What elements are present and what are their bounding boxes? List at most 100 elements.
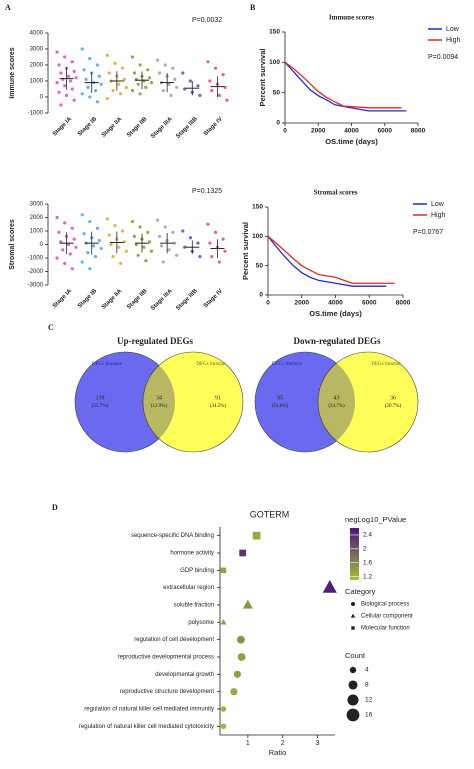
point — [113, 61, 117, 65]
dot — [236, 635, 245, 644]
dot — [220, 723, 227, 730]
y-tick-label: 2000 — [30, 63, 44, 69]
y-tick-label: 1000 — [30, 229, 44, 235]
set-label: DEGs Immune — [92, 362, 123, 367]
point — [225, 98, 229, 102]
point — [107, 71, 111, 75]
legend-title: negLog10_PValue — [345, 515, 406, 524]
dot — [220, 619, 227, 625]
x-axis-label: Ratio — [269, 748, 287, 757]
survival-curve — [267, 235, 395, 284]
point — [122, 77, 127, 81]
point — [223, 249, 227, 253]
point — [183, 245, 187, 249]
y-tick-label: 3000 — [30, 202, 44, 208]
legend-label: Low — [431, 201, 445, 208]
x-tick-label: 2000 — [311, 128, 326, 135]
legend-label: 4 — [365, 667, 369, 674]
x-tick-label: Stage IIA — [101, 116, 124, 139]
survival-curve — [267, 235, 387, 287]
point — [92, 244, 96, 248]
size-symbol — [348, 680, 358, 690]
y-tick-label: polysome — [188, 620, 214, 626]
point — [120, 229, 125, 233]
point — [68, 252, 72, 256]
axes — [219, 527, 335, 736]
axes — [284, 32, 418, 124]
annotation: P=0.1325 — [192, 188, 222, 195]
point — [221, 237, 225, 241]
y-tick-label: regulation of natural killer cell mediat… — [79, 724, 214, 730]
point — [210, 255, 214, 259]
point — [72, 98, 76, 102]
point — [57, 230, 61, 234]
y-tick-label: 2000 — [30, 215, 44, 221]
region-count: 95 — [277, 395, 283, 401]
point — [105, 217, 109, 221]
y-tick-label: sequence-specific DNA binding — [131, 533, 214, 539]
point — [72, 69, 76, 73]
dot — [242, 599, 253, 609]
dot — [322, 579, 337, 593]
x-axis-label: OS.time (days) — [309, 309, 362, 318]
point — [63, 261, 67, 265]
point — [105, 97, 109, 101]
y-tick-label: 150 — [252, 204, 263, 211]
y-axis-label: Immune scores — [9, 47, 16, 98]
legend-title: Category — [345, 587, 376, 596]
legend-symbol — [350, 613, 356, 618]
point — [138, 225, 142, 229]
point — [70, 267, 74, 271]
dot — [220, 567, 227, 574]
point — [206, 60, 210, 64]
point — [80, 47, 84, 51]
chart-title: Down-regulated DEGs — [293, 336, 381, 346]
point — [144, 259, 148, 263]
x-tick-label: 0 — [283, 128, 287, 135]
point — [213, 66, 218, 70]
x-tick-label: 4000 — [344, 128, 359, 135]
point — [120, 66, 125, 70]
point — [64, 93, 69, 97]
region-count: 91 — [215, 395, 221, 401]
region-count: 43 — [334, 395, 340, 401]
set-label: DEGs Stromal — [196, 362, 226, 367]
point — [80, 92, 84, 96]
x-tick-label: Stage IIIB — [175, 288, 199, 312]
x-tick-label: Stage IV — [203, 116, 224, 137]
x-tick-label: 0 — [266, 300, 270, 307]
panel-label: C — [48, 323, 54, 332]
legend-label: 16 — [365, 712, 373, 719]
point — [134, 242, 138, 247]
point — [119, 92, 123, 96]
axes — [267, 207, 403, 296]
x-tick-label: Stage IA — [52, 116, 74, 138]
overlap — [317, 352, 355, 452]
point — [82, 68, 86, 72]
y-tick-label: soluble fraction — [174, 603, 214, 609]
point — [55, 50, 59, 54]
legend-label: Cellular component — [361, 614, 413, 620]
point — [149, 81, 154, 85]
point — [72, 237, 76, 241]
point — [95, 63, 100, 67]
point — [97, 238, 101, 243]
dot — [220, 706, 227, 712]
y-axis-label: Stromal scores — [9, 219, 16, 270]
y-tick-label: 100 — [269, 59, 280, 66]
chart-title: GOTERM — [250, 509, 290, 519]
point — [95, 100, 100, 104]
point — [138, 63, 142, 67]
point — [80, 260, 84, 264]
point — [136, 82, 140, 86]
point — [196, 84, 200, 88]
point — [124, 249, 128, 253]
point — [208, 241, 212, 245]
region-percent: (54.6%) — [272, 404, 289, 409]
point — [130, 89, 135, 93]
legend-label: Low — [446, 26, 460, 33]
x-tick-label: Stage IB — [77, 116, 99, 138]
y-tick-label: regulation of cell development — [134, 637, 214, 643]
point — [86, 85, 90, 89]
